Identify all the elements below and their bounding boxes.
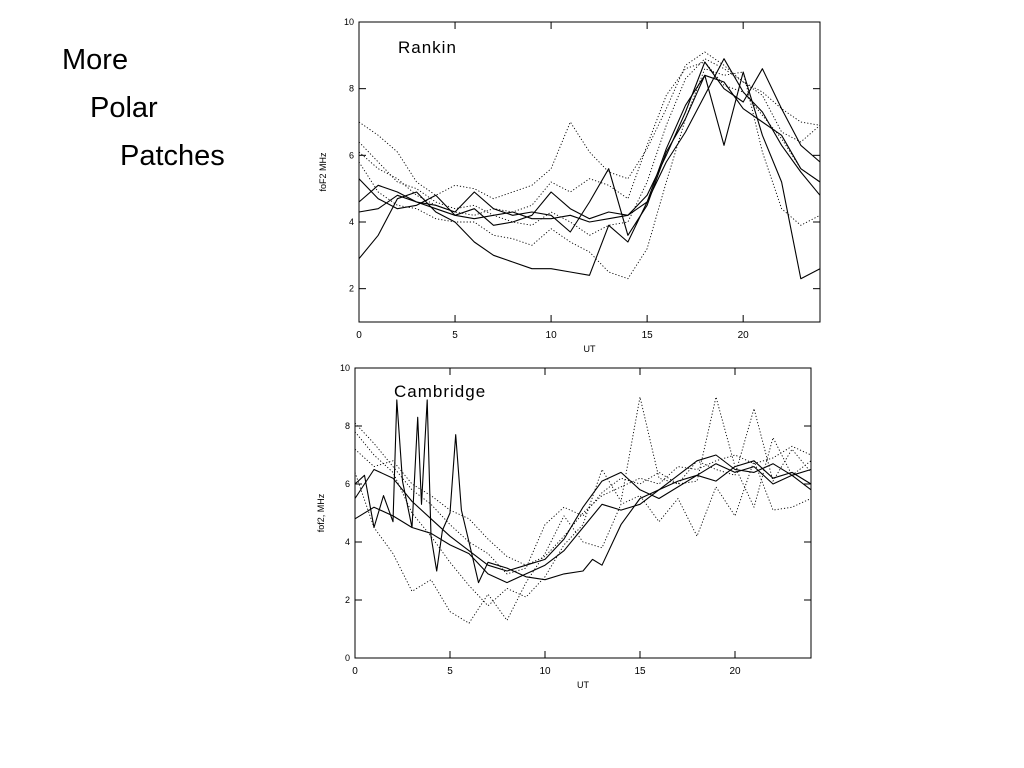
chart-0-x-tick-label: 20 bbox=[738, 330, 750, 341]
chart-0-series-line-1 bbox=[358, 61, 821, 223]
chart-1-x-tick-label: 5 bbox=[447, 666, 453, 677]
chart-0-x-axis-label: UT bbox=[584, 344, 596, 354]
chart-0-y-tick-label: 2 bbox=[349, 284, 354, 294]
chart-1-x-tick-label: 15 bbox=[634, 666, 646, 677]
chart-1-y-tick-label: 2 bbox=[345, 595, 350, 605]
chart-0-x-tick-label: 0 bbox=[356, 330, 362, 341]
chart-0-series-line-4 bbox=[358, 51, 821, 200]
chart-0-x-tick-label: 5 bbox=[452, 330, 458, 341]
chart-0-y-tick-label: 6 bbox=[349, 150, 354, 160]
chart-1-x-tick-label: 0 bbox=[352, 666, 358, 677]
chart-0-series-line-5 bbox=[358, 61, 821, 216]
chart-1-x-axis-label: UT bbox=[577, 680, 589, 690]
chart-0-y-tick-label: 10 bbox=[344, 17, 354, 27]
chart-1-x-tick-label: 20 bbox=[729, 666, 741, 677]
chart-0-series-line-0 bbox=[358, 74, 821, 276]
chart-0-series-line-7 bbox=[358, 58, 821, 236]
chart-0-series-line-3 bbox=[358, 58, 821, 226]
chart-1-series-line-3 bbox=[354, 396, 812, 607]
cambridge-chart: 0 5 10 15 20 0 2 4 6 8 10 UT fof2, MHz Cambridge bbox=[316, 363, 812, 690]
chart-1-y-tick-label: 6 bbox=[345, 479, 350, 489]
slide-title: More Polar Patches bbox=[62, 36, 225, 180]
chart-0-y-tick-label: 8 bbox=[349, 84, 354, 94]
chart-1-plot-frame bbox=[354, 367, 812, 659]
chart-0-series-line-2 bbox=[358, 71, 821, 280]
chart-1-series-line-5 bbox=[354, 460, 812, 624]
chart-1-series-line-2 bbox=[354, 463, 812, 584]
chart-1-y-tick-label: 10 bbox=[340, 363, 350, 373]
chart-1-series-line-0 bbox=[354, 399, 812, 584]
slide-title-line-2: Polar bbox=[90, 92, 158, 124]
chart-0-x-tick-label: 10 bbox=[546, 330, 558, 341]
chart-0-y-tick-label: 4 bbox=[349, 217, 354, 227]
chart-1-x-tick-label: 10 bbox=[539, 666, 551, 677]
chart-1-series-line-4 bbox=[354, 408, 812, 575]
chart-1-y-tick-label: 8 bbox=[345, 421, 350, 431]
chart-1-y-axis-label: fof2, MHz bbox=[316, 493, 326, 532]
chart-0-panel-title: Rankin bbox=[398, 38, 457, 57]
chart-0-series-line-6 bbox=[358, 68, 821, 280]
chart-1-y-tick-label: 4 bbox=[345, 537, 350, 547]
chart-0-y-axis-label: foF2 MHz bbox=[318, 152, 328, 192]
slide-title-line-1: More bbox=[62, 44, 129, 76]
chart-1-y-tick-label: 0 bbox=[345, 653, 350, 663]
chart-1-panel-title: Cambridge bbox=[394, 382, 486, 401]
chart-0-plot-frame bbox=[358, 21, 821, 323]
rankin-chart: 0 5 10 15 20 2 4 6 8 10 UT foF2 MHz Rankin bbox=[318, 17, 821, 354]
slide-title-line-3: Patches bbox=[120, 140, 225, 172]
chart-0-x-tick-label: 15 bbox=[642, 330, 654, 341]
